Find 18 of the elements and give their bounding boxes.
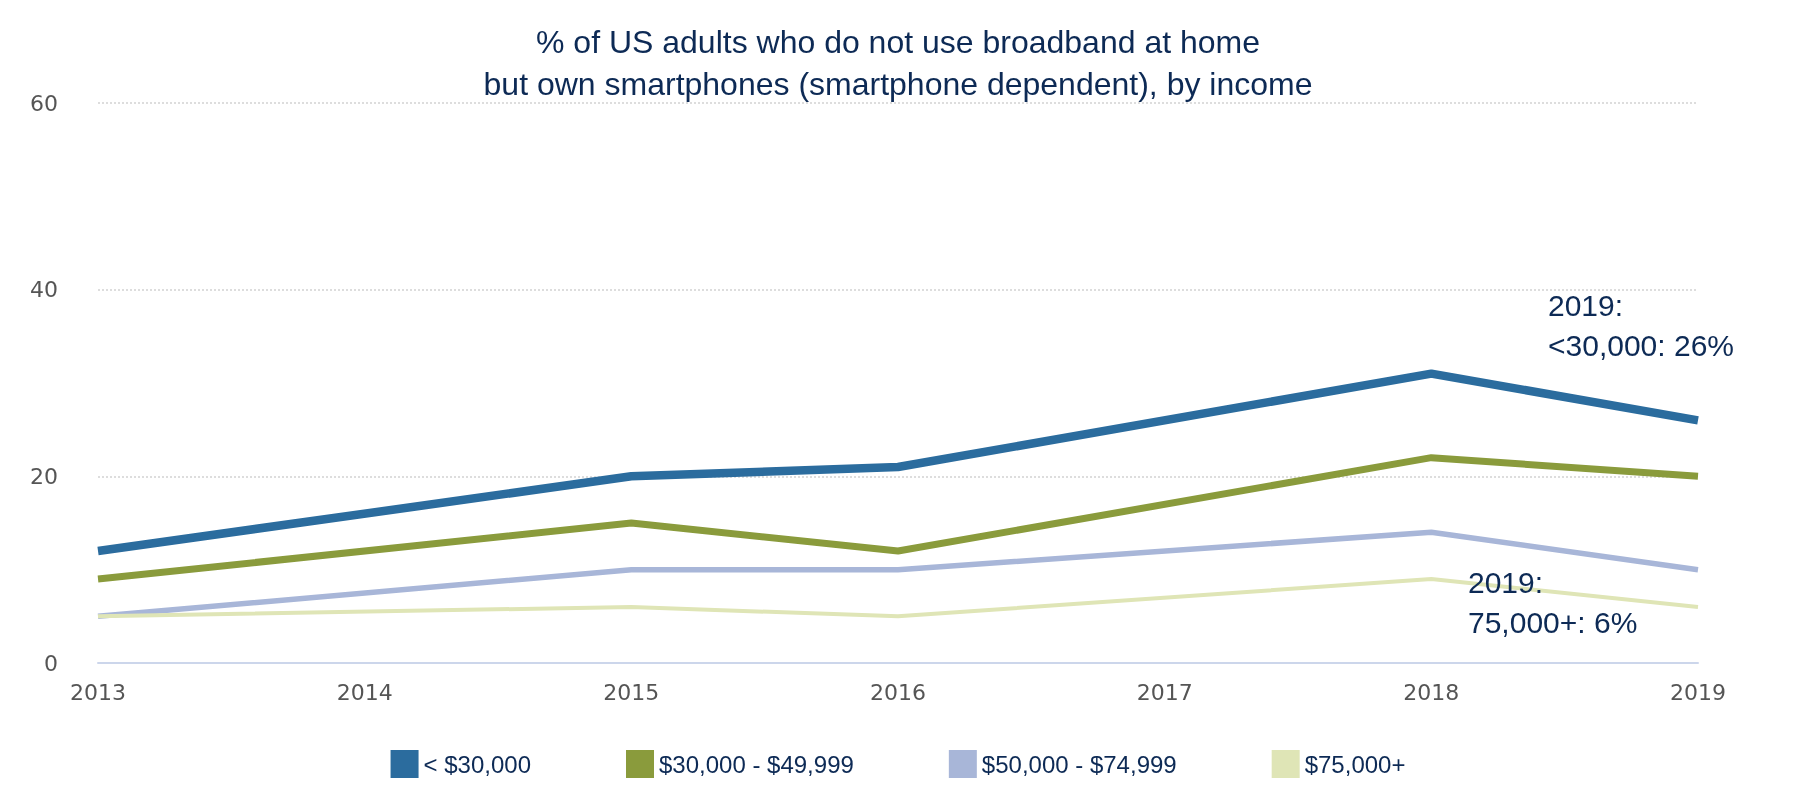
- y-tick-label: 0: [44, 650, 58, 676]
- x-tick-label: 2016: [870, 679, 926, 705]
- x-tick-label: 2013: [70, 679, 126, 705]
- x-tick-label: 2017: [1136, 679, 1193, 705]
- x-tick-label: 2014: [336, 679, 393, 705]
- x-tick-label: 2018: [1403, 679, 1460, 705]
- chart-title: % of US adults who do not use broadband at home but own smartphones (smartphone dependent), by income: [483, 24, 1313, 102]
- y-tick-label: 60: [30, 90, 58, 116]
- legend-label: < $30,000: [423, 750, 531, 778]
- x-tick-label: 2019: [1670, 679, 1726, 705]
- legend-label: $30,000 - $49,999: [659, 750, 854, 778]
- y-tick-label: 40: [30, 277, 58, 303]
- legend-label: $50,000 - $74,999: [981, 750, 1177, 778]
- x-tick-label: 2015: [603, 679, 660, 705]
- annotation: 2019: 75,000+: 6%: [1468, 565, 1638, 639]
- y-tick-label: 20: [30, 463, 58, 489]
- annotation: 2019: <30,000: 26%: [1548, 288, 1734, 362]
- legend-label: $75,000+: [1304, 750, 1406, 778]
